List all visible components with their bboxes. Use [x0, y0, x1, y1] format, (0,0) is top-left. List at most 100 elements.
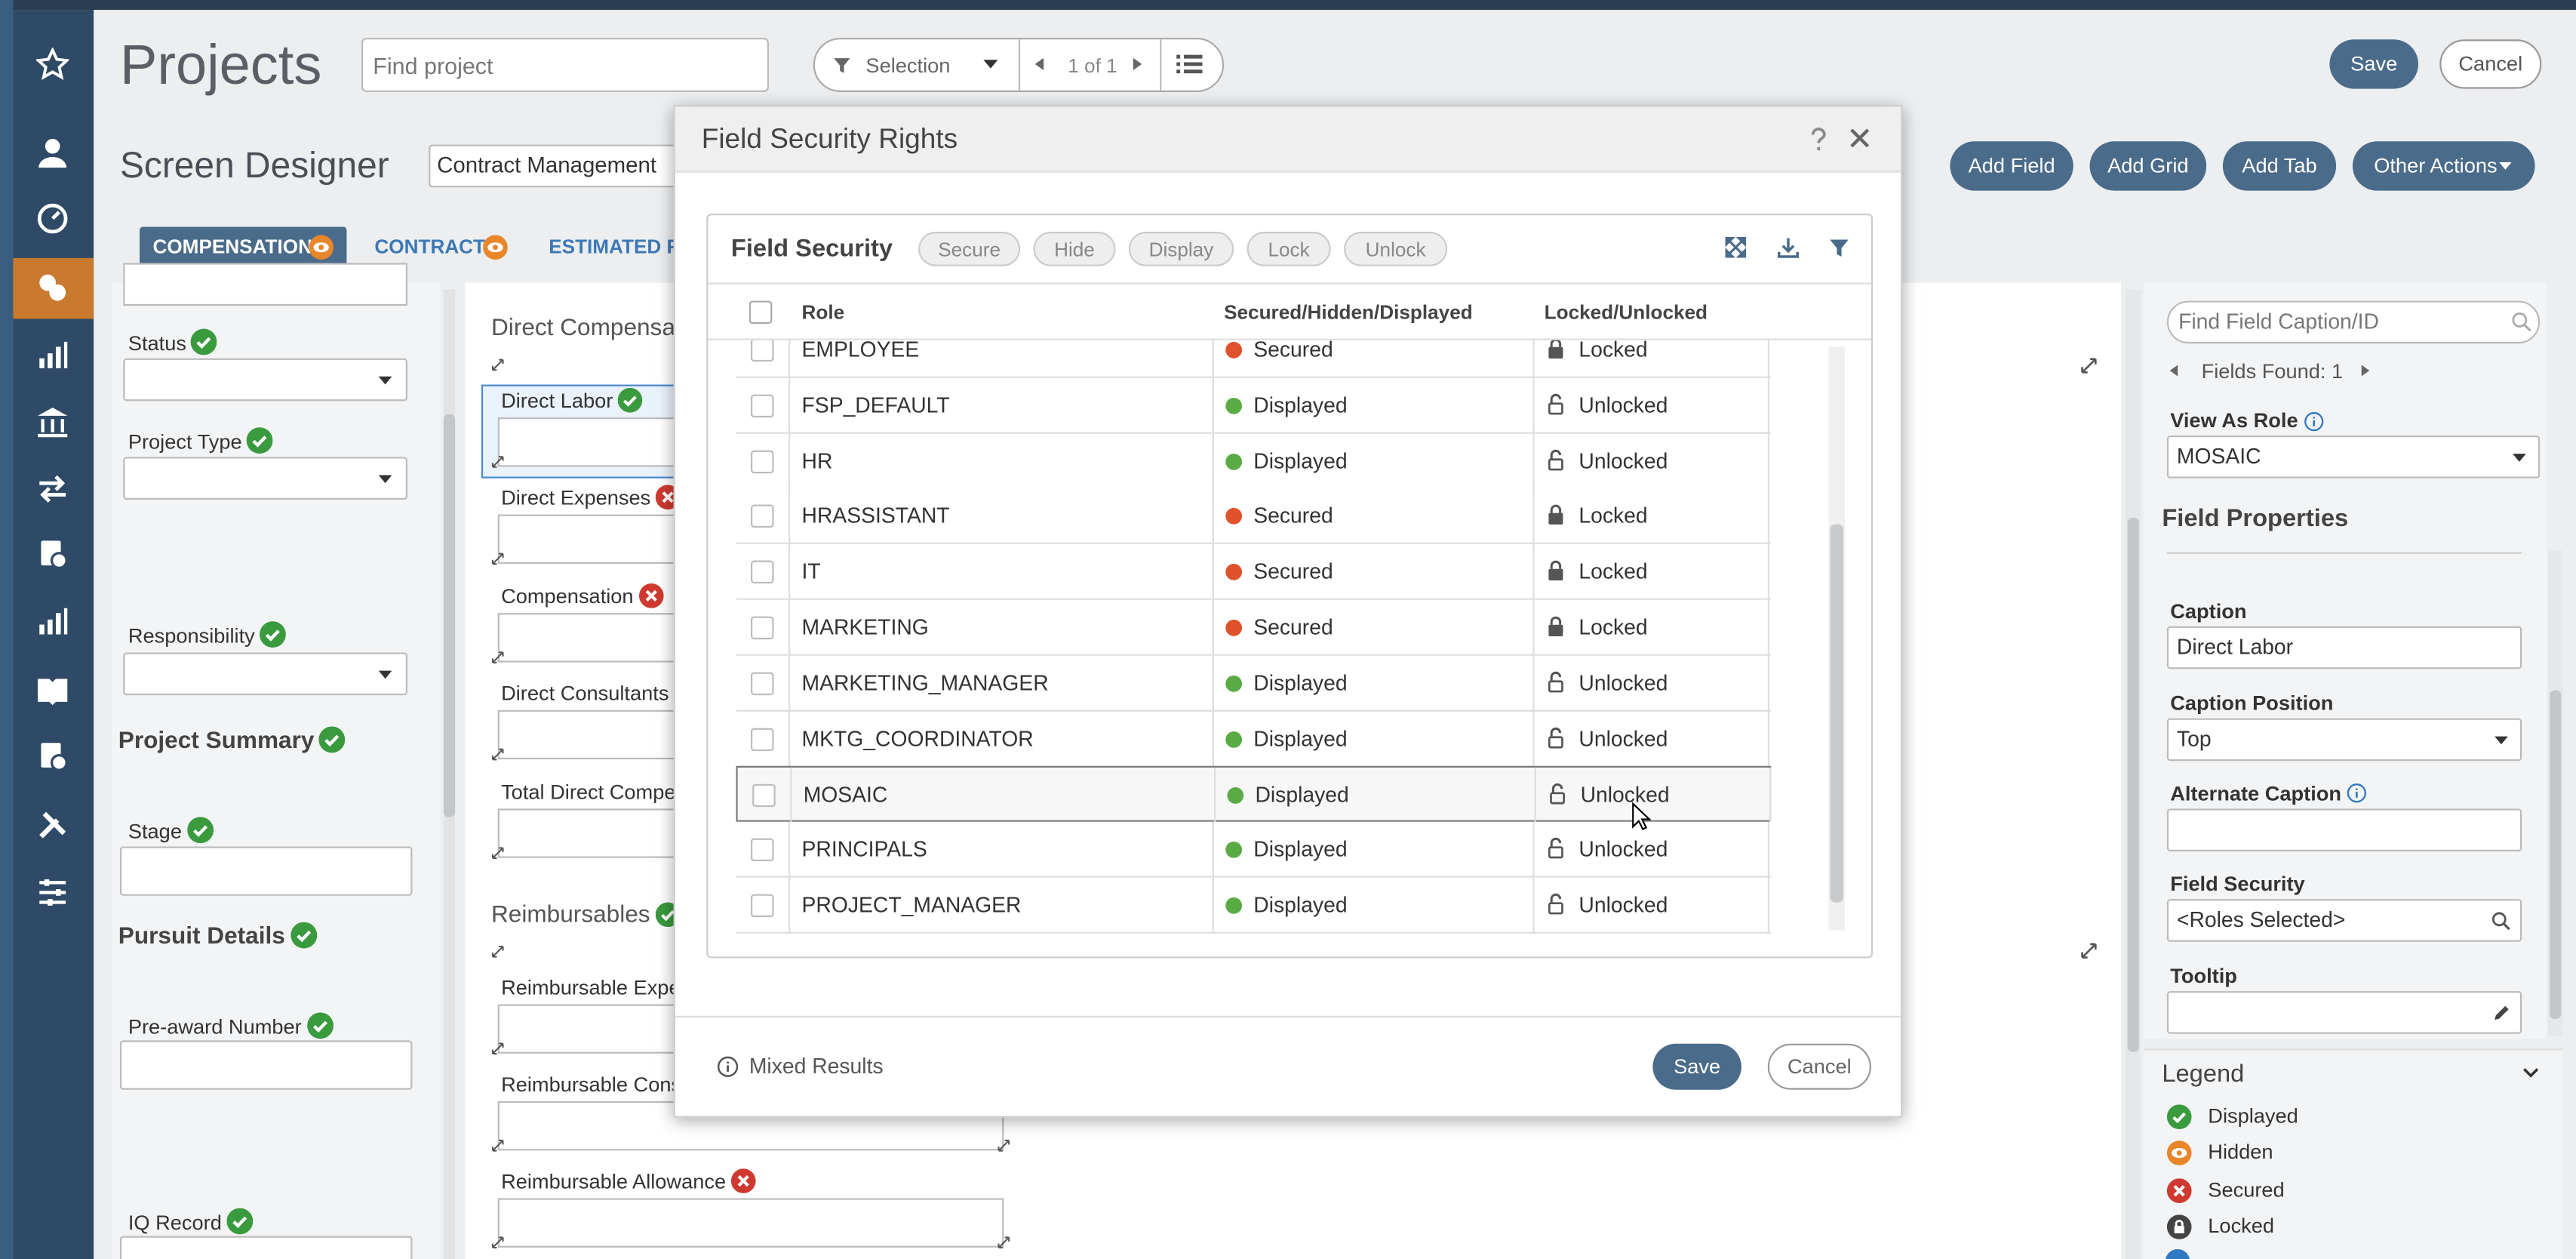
table-row[interactable]: MARKETING Secured Locked — [736, 599, 1772, 656]
role-select[interactable] — [2166, 436, 2541, 479]
icon — [2490, 1002, 2511, 1023]
action-button[interactable]: Secure — [918, 232, 1021, 266]
icon-graphic — [491, 748, 504, 761]
toolbar-button[interactable]: Add Tab — [2222, 141, 2337, 191]
table-row[interactable]: HRASSISTANT Secured Locked — [736, 488, 1772, 545]
nav-icon[interactable] — [36, 202, 69, 235]
table-row[interactable]: FSP_DEFAULT Displayed Unlocked — [736, 377, 1772, 434]
dialog-cancel[interactable]: Cancel — [1767, 1043, 1871, 1090]
nav-icon[interactable] — [36, 271, 69, 304]
icon-graphic — [39, 341, 68, 368]
cancel-button[interactable]: Cancel — [2439, 39, 2542, 89]
field-label: Pre-award Number — [128, 1014, 302, 1039]
close-button[interactable] — [1848, 127, 1871, 149]
field-label: Status — [128, 331, 186, 355]
nav-icon[interactable] — [36, 674, 69, 707]
toolbar-button[interactable]: Add Grid — [2089, 141, 2207, 191]
icon — [373, 468, 395, 489]
row-checkbox[interactable] — [751, 894, 774, 918]
table-row[interactable]: HR Displayed Unlocked — [736, 432, 1772, 490]
nav-icon[interactable] — [36, 406, 69, 439]
status-icon — [654, 901, 680, 927]
cell-divider — [1532, 432, 1535, 490]
nav-icon[interactable] — [36, 740, 69, 773]
row-checkbox[interactable] — [751, 340, 774, 362]
prop-input[interactable] — [2166, 899, 2522, 942]
dialog-save[interactable]: Save — [1652, 1043, 1741, 1090]
table-row[interactable]: MARKETING_MANAGER Displayed Unlocked — [736, 655, 1772, 712]
row-checkbox[interactable] — [751, 838, 774, 862]
select[interactable] — [123, 358, 407, 402]
table-row[interactable]: PRINCIPALS Displayed Unlocked — [736, 822, 1772, 879]
row-checkbox[interactable] — [751, 560, 774, 584]
row-checkbox[interactable] — [751, 394, 774, 417]
nav-icon[interactable] — [36, 137, 69, 170]
tab[interactable]: CONTRACT — [374, 235, 486, 258]
row-checkbox[interactable] — [751, 505, 774, 528]
action-button[interactable]: Unlock — [1344, 232, 1448, 266]
action-button[interactable]: Lock — [1247, 232, 1331, 266]
project-search[interactable] — [361, 38, 769, 92]
prop-input[interactable] — [2166, 718, 2522, 762]
icon-graphic — [39, 811, 66, 839]
action-button[interactable]: Display — [1128, 232, 1234, 266]
legend-partial-icon — [2165, 1248, 2190, 1259]
toolbar-button[interactable]: Other Actions — [2352, 141, 2535, 191]
nav-icon[interactable] — [36, 808, 69, 842]
prop-input[interactable] — [2166, 991, 2522, 1034]
row-checkbox[interactable] — [751, 672, 774, 695]
icon-graphic — [2522, 1067, 2538, 1077]
state: Secured — [1253, 614, 1333, 640]
prop-label: View As Role — [2170, 408, 2298, 432]
help-button[interactable] — [1809, 127, 1828, 153]
icon — [490, 1137, 506, 1154]
input[interactable] — [119, 846, 413, 896]
nav-icon[interactable] — [36, 472, 69, 505]
input[interactable] — [119, 1040, 413, 1090]
prop-input[interactable] — [2166, 808, 2522, 851]
input[interactable] — [119, 1236, 413, 1259]
row-checkbox[interactable] — [751, 616, 774, 640]
save-button[interactable]: Save — [2329, 39, 2418, 89]
row-checkbox[interactable] — [751, 727, 774, 751]
state: Displayed — [1253, 725, 1348, 751]
role-name: MARKETING — [801, 614, 929, 640]
state-dot — [1225, 675, 1243, 692]
icon-graphic — [730, 1168, 755, 1193]
nav-icon[interactable] — [35, 48, 69, 81]
field-search[interactable] — [2166, 300, 2541, 344]
lock-icon — [1546, 783, 1569, 805]
select[interactable] — [123, 457, 407, 500]
cell-divider — [1767, 432, 1769, 490]
icon-graphic — [1850, 128, 1870, 148]
nav-icon[interactable] — [36, 537, 69, 571]
table-row[interactable]: MOSAIC Displayed Unlocked — [736, 766, 1772, 824]
icon — [995, 1137, 1012, 1154]
prop-input[interactable] — [2166, 626, 2522, 670]
row-checkbox[interactable] — [751, 449, 774, 473]
tab[interactable]: ESTIMATED FE — [549, 235, 692, 258]
toolbar-button[interactable]: Add Field — [1950, 141, 2073, 191]
nav-icon[interactable] — [36, 339, 69, 372]
icon-graphic — [1548, 448, 1563, 470]
action-button[interactable]: Hide — [1033, 232, 1116, 266]
cell-divider — [788, 544, 791, 601]
table-row[interactable]: IT Secured Locked — [736, 544, 1772, 601]
table-row[interactable]: MKTG_COORDINATOR Displayed Unlocked — [736, 710, 1772, 768]
table-row[interactable]: EMPLOYEE Secured Locked — [736, 340, 1772, 378]
state: Displayed — [1253, 392, 1348, 417]
canvas-field-label: Compensation — [501, 584, 634, 608]
lock-icon — [1545, 614, 1567, 637]
tab[interactable]: COMPENSATION — [152, 235, 312, 258]
nav-icon[interactable] — [36, 876, 69, 910]
cell-divider — [1534, 768, 1536, 824]
table-row[interactable]: PROJECT_MANAGER Displayed Unlocked — [736, 877, 1772, 934]
row-checkbox[interactable] — [752, 784, 776, 808]
state-dot — [1225, 341, 1243, 359]
nav-icon[interactable] — [36, 605, 69, 638]
header-checkbox[interactable] — [749, 300, 773, 324]
filter-label[interactable]: Selection — [865, 53, 951, 77]
icon — [831, 54, 852, 75]
select[interactable] — [123, 652, 407, 696]
icon-graphic — [37, 203, 68, 234]
